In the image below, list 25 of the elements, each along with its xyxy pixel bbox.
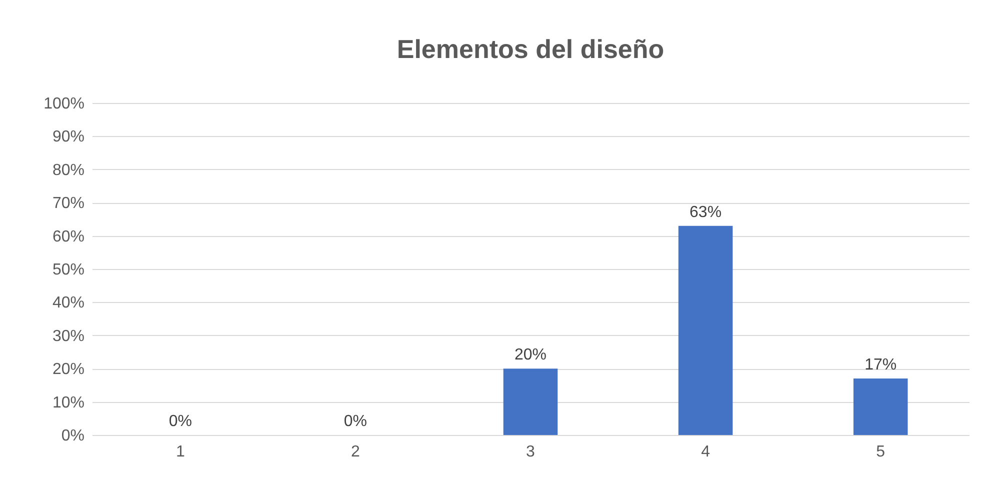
bar: [678, 226, 733, 435]
data-label: 17%: [864, 356, 897, 374]
y-tick-label: 90%: [52, 128, 84, 146]
y-tick-label: 0%: [61, 428, 84, 444]
x-tick-label: 1: [176, 444, 185, 460]
y-tick-label: 50%: [52, 262, 84, 278]
y-tick-label: 40%: [52, 294, 84, 312]
data-label: 0%: [168, 413, 192, 430]
data-label: 0%: [344, 413, 368, 430]
data-label: 20%: [514, 346, 547, 364]
bar: [853, 378, 908, 435]
chart-title: Elementos del diseño: [396, 34, 664, 64]
y-tick-label: 60%: [52, 228, 84, 246]
y-tick-label: 20%: [52, 361, 84, 378]
y-tick-label: 10%: [52, 394, 84, 412]
y-tick-label: 30%: [52, 328, 84, 345]
x-tick-label: 5: [876, 444, 886, 460]
x-tick-label: 3: [526, 444, 536, 460]
x-tick-label: 2: [350, 444, 360, 460]
x-tick-label: 4: [701, 444, 710, 460]
y-tick-label: 80%: [52, 162, 84, 179]
y-tick-label: 100%: [44, 96, 84, 112]
bar: [503, 368, 558, 435]
data-label: 63%: [690, 204, 722, 221]
y-tick-label: 70%: [52, 195, 84, 212]
